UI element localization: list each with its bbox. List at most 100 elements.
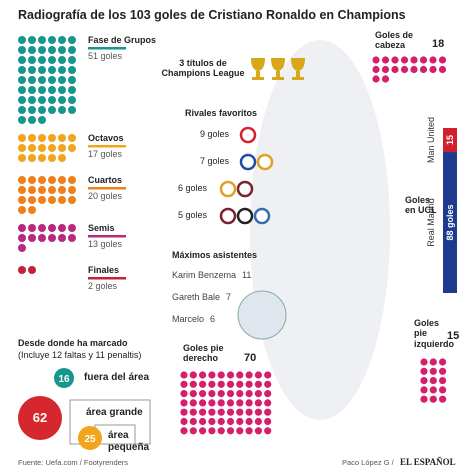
dot (236, 427, 244, 435)
dot (18, 106, 26, 114)
phase-label: Semis (88, 223, 115, 233)
dot (439, 358, 447, 366)
assist-name: Karim Benzema (172, 270, 237, 280)
dot (68, 86, 76, 94)
dot (28, 186, 36, 194)
dot (429, 65, 437, 74)
dot (245, 390, 253, 398)
dot (189, 417, 197, 426)
dot (245, 380, 253, 388)
dot (68, 36, 76, 44)
dot (28, 56, 36, 64)
dot-group (18, 266, 36, 274)
dot (68, 76, 76, 84)
dot (58, 96, 66, 104)
phase-underline (88, 235, 126, 238)
dot (48, 76, 56, 84)
dot (391, 65, 399, 74)
dot (58, 196, 66, 204)
dot (254, 380, 262, 388)
dot (372, 75, 380, 83)
dot (38, 66, 46, 74)
dot (38, 176, 46, 184)
dot (254, 390, 262, 398)
dot (68, 134, 76, 142)
dot-group (180, 371, 272, 435)
dot (236, 371, 244, 379)
dot (18, 224, 26, 232)
dot (226, 427, 235, 435)
club-logo (236, 207, 254, 225)
dot (18, 134, 26, 142)
dot (189, 390, 197, 398)
dot (381, 75, 390, 83)
phase-goals: 51 goles (88, 51, 123, 61)
dot (48, 46, 56, 54)
assists-title: Máximos asistentes (172, 250, 258, 260)
assist-value: 11 (242, 270, 252, 280)
dot (58, 144, 66, 152)
dot (28, 96, 36, 104)
dot (226, 371, 235, 379)
dot (208, 380, 216, 388)
dot (254, 408, 262, 416)
zone-circle (18, 396, 62, 440)
phase-label: Cuartos (88, 175, 123, 185)
dot (420, 358, 428, 366)
dot (18, 46, 26, 54)
rival-goals: 9 goles (200, 129, 230, 139)
dot (199, 380, 207, 388)
dot (48, 186, 56, 194)
dot (254, 427, 262, 435)
zone-label: fuera del área (84, 372, 150, 383)
dot (68, 224, 76, 232)
dot (245, 427, 253, 435)
zone-label: área grande (86, 407, 143, 418)
dot (254, 399, 262, 407)
dot (58, 134, 66, 142)
dot (38, 106, 46, 114)
dot (18, 154, 26, 162)
ucl-value: 88 goles (445, 204, 455, 240)
dot (245, 417, 253, 426)
ball (237, 290, 287, 340)
dot (58, 224, 66, 232)
right-foot-value: 70 (244, 352, 257, 364)
phase-label: Finales (88, 265, 120, 275)
dot (189, 399, 197, 407)
dot (48, 144, 56, 152)
dot-group (18, 134, 76, 162)
dot (208, 390, 216, 398)
ucl-bar (443, 128, 457, 153)
dot (18, 86, 26, 94)
dot (48, 154, 56, 162)
ucl-label: Goles en UCL (405, 195, 437, 216)
dot (208, 408, 216, 416)
dot (264, 390, 272, 398)
dot (58, 66, 66, 74)
dot (58, 234, 66, 242)
dot (68, 46, 76, 54)
player-photo (250, 40, 390, 420)
phase-underline (88, 187, 126, 190)
dot (226, 417, 235, 426)
dot (226, 399, 235, 407)
dot (217, 399, 225, 407)
dot (28, 76, 36, 84)
club-logo (236, 180, 254, 198)
dot (439, 377, 447, 385)
dot (28, 266, 36, 274)
dot (68, 234, 76, 242)
dot (420, 386, 428, 394)
dot (28, 234, 36, 242)
dot (226, 380, 235, 388)
dot (38, 96, 46, 104)
dot (68, 96, 76, 104)
assist-name: Gareth Bale (172, 292, 221, 302)
assist-value: 7 (226, 292, 232, 302)
dot (28, 36, 36, 44)
dot (429, 386, 437, 394)
dot (199, 427, 207, 435)
phase-label: Octavos (88, 133, 124, 143)
header-label: Goles de cabeza (375, 30, 414, 51)
